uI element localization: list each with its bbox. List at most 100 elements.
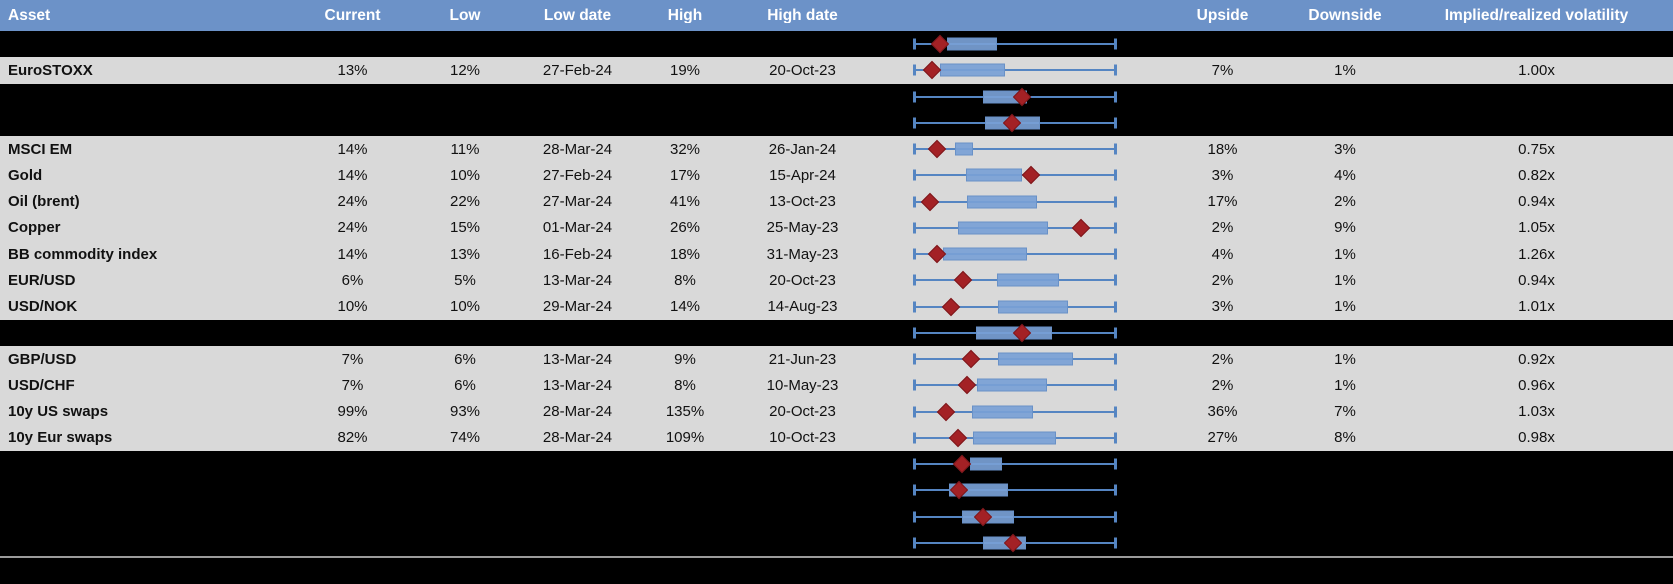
range-box bbox=[997, 273, 1060, 287]
boxplot bbox=[913, 477, 1117, 503]
range-box bbox=[971, 405, 1033, 419]
cell-chart bbox=[875, 189, 1155, 215]
whisker-cap-left bbox=[913, 353, 916, 365]
cell-asset: EuroSTOXX bbox=[8, 62, 93, 78]
header-cell-upside: Upside bbox=[1196, 7, 1249, 24]
range-box bbox=[947, 37, 998, 51]
boxplot bbox=[913, 162, 1117, 188]
cell-chart bbox=[875, 346, 1155, 372]
cell-upside: 18% bbox=[1207, 141, 1238, 157]
cell-implied: 1.26x bbox=[1518, 246, 1555, 262]
header-cell-low: Low bbox=[449, 7, 481, 24]
cell-low: 10% bbox=[449, 299, 481, 315]
boxplot bbox=[913, 57, 1117, 83]
cell-high_date: 20-Oct-23 bbox=[769, 404, 836, 420]
cell-implied: 0.96x bbox=[1518, 377, 1555, 393]
cell-low_date: 13-Mar-24 bbox=[542, 377, 613, 393]
header-cell-downside: Downside bbox=[1308, 7, 1382, 24]
whisker-cap-right bbox=[1114, 301, 1117, 313]
cell-low_date: 28-Mar-24 bbox=[542, 404, 613, 420]
whisker-cap-right bbox=[1114, 274, 1117, 286]
boxplot bbox=[913, 399, 1117, 425]
cell-low: 12% bbox=[449, 62, 481, 78]
cell-high: 26% bbox=[669, 220, 701, 236]
cell-high: 14% bbox=[669, 299, 701, 315]
cell-current: 7% bbox=[341, 377, 364, 393]
current-value-diamond-icon bbox=[927, 139, 947, 159]
boxplot bbox=[913, 215, 1117, 241]
table-row-redacted bbox=[0, 451, 1673, 478]
current-value-diamond-icon bbox=[941, 297, 961, 316]
cell-chart bbox=[875, 215, 1155, 241]
table-row: USD/CHF 7% 6% 13-Mar-24 8% 10-May-23 2% 1% 0.96x bbox=[0, 372, 1673, 399]
header-cell-chart bbox=[875, 0, 1155, 31]
cell-low: 93% bbox=[449, 404, 481, 420]
whisker-cap-left bbox=[913, 484, 916, 496]
whisker-cap-left bbox=[913, 248, 916, 260]
cell-low: 5% bbox=[454, 272, 476, 288]
cell-high: 8% bbox=[674, 272, 696, 288]
cell-asset: Oil (brent) bbox=[8, 194, 80, 210]
boxplot bbox=[913, 346, 1117, 372]
header-cell-low_date: Low date bbox=[543, 7, 612, 24]
table-row-redacted bbox=[0, 319, 1673, 346]
table-row-redacted bbox=[0, 109, 1673, 136]
cell-implied: 0.75x bbox=[1518, 141, 1555, 157]
cell-low: 10% bbox=[449, 167, 481, 183]
cell-chart bbox=[875, 399, 1155, 425]
cell-current: 6% bbox=[341, 272, 364, 288]
boxplot bbox=[913, 425, 1117, 451]
whisker-line bbox=[913, 43, 1117, 46]
cell-upside: 7% bbox=[1211, 62, 1234, 78]
cell-high: 8% bbox=[674, 377, 696, 393]
whisker-cap-left bbox=[913, 432, 916, 444]
range-box bbox=[967, 195, 1038, 209]
whisker-cap-right bbox=[1114, 117, 1117, 129]
cell-low_date: 16-Feb-24 bbox=[542, 246, 613, 262]
range-box bbox=[966, 168, 1022, 182]
whisker-cap-left bbox=[913, 537, 916, 549]
redacted-footer-band bbox=[0, 558, 1673, 584]
whisker-cap-left bbox=[913, 511, 916, 523]
cell-chart bbox=[875, 241, 1155, 267]
cell-downside: 1% bbox=[1334, 351, 1356, 367]
range-box bbox=[939, 63, 1005, 77]
whisker-cap-right bbox=[1114, 511, 1117, 523]
cell-low: 13% bbox=[449, 246, 481, 262]
current-value-diamond-icon bbox=[957, 376, 977, 395]
whisker-cap-left bbox=[913, 117, 916, 129]
cell-downside: 1% bbox=[1334, 377, 1356, 393]
whisker-cap-left bbox=[913, 143, 916, 155]
whisker-cap-left bbox=[913, 196, 916, 208]
cell-high_date: 15-Apr-24 bbox=[769, 167, 836, 183]
range-box bbox=[969, 457, 1002, 471]
whisker-line bbox=[913, 69, 1117, 72]
boxplot bbox=[913, 320, 1117, 346]
boxplot bbox=[913, 372, 1117, 398]
whisker-cap-right bbox=[1114, 143, 1117, 155]
cell-current: 99% bbox=[337, 404, 368, 420]
cell-high_date: 10-May-23 bbox=[766, 377, 839, 393]
cell-low_date: 27-Feb-24 bbox=[542, 62, 613, 78]
cell-high: 135% bbox=[665, 404, 705, 420]
cell-chart bbox=[875, 530, 1155, 556]
whisker-cap-left bbox=[913, 222, 916, 234]
whisker-cap-right bbox=[1114, 327, 1117, 339]
cell-low: 74% bbox=[449, 430, 481, 446]
header-cell-implied: Implied/realized volatility bbox=[1444, 7, 1629, 24]
whisker-cap-right bbox=[1114, 432, 1117, 444]
table-row-redacted bbox=[0, 477, 1673, 504]
table-row: USD/NOK 10% 10% 29-Mar-24 14% 14-Aug-23 3% 1% 1.… bbox=[0, 293, 1673, 320]
cell-chart bbox=[875, 294, 1155, 320]
table-row: BB commodity index 14% 13% 16-Feb-24 18% 31-M… bbox=[0, 241, 1673, 268]
cell-low: 6% bbox=[454, 351, 476, 367]
whisker-cap-right bbox=[1114, 196, 1117, 208]
current-value-diamond-icon bbox=[920, 192, 940, 211]
cell-high_date: 31-May-23 bbox=[766, 246, 839, 262]
whisker-cap-left bbox=[913, 91, 916, 103]
boxplot bbox=[913, 136, 1117, 162]
cell-upside: 4% bbox=[1211, 246, 1234, 262]
cell-downside: 8% bbox=[1334, 430, 1356, 446]
table-row: MSCI EM 14% 11% 28-Mar-24 32% 26-Jan-24 18% 3% 0… bbox=[0, 136, 1673, 163]
cell-implied: 0.92x bbox=[1518, 351, 1555, 367]
